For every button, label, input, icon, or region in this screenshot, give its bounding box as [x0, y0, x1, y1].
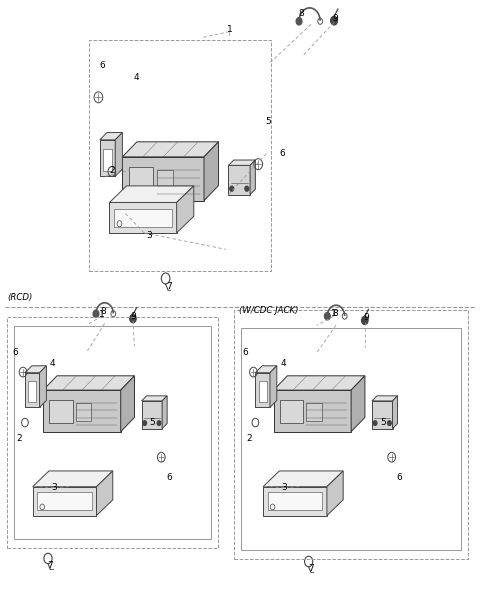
Bar: [156, 170, 173, 190]
Circle shape: [157, 421, 161, 426]
Polygon shape: [274, 376, 365, 390]
Polygon shape: [228, 165, 250, 195]
Polygon shape: [43, 390, 121, 432]
Polygon shape: [372, 401, 393, 429]
Polygon shape: [121, 376, 134, 432]
Text: 2: 2: [16, 435, 22, 443]
Polygon shape: [268, 492, 322, 510]
Bar: [280, 399, 303, 423]
Text: 6: 6: [166, 473, 172, 482]
Circle shape: [388, 421, 391, 426]
Polygon shape: [115, 133, 122, 176]
Text: 6: 6: [242, 348, 248, 357]
Polygon shape: [28, 381, 36, 402]
Text: 9: 9: [131, 312, 136, 320]
Polygon shape: [255, 373, 270, 407]
Text: 9: 9: [332, 14, 338, 22]
Polygon shape: [393, 396, 397, 429]
Text: 3: 3: [282, 483, 288, 492]
Text: 8: 8: [100, 307, 106, 316]
Polygon shape: [33, 471, 113, 486]
Bar: [76, 402, 91, 421]
Polygon shape: [177, 186, 194, 233]
Polygon shape: [103, 149, 112, 171]
Text: 2: 2: [247, 435, 252, 443]
Polygon shape: [162, 396, 167, 429]
Text: 1: 1: [227, 25, 232, 33]
Polygon shape: [255, 366, 277, 373]
Polygon shape: [100, 133, 122, 140]
Polygon shape: [250, 160, 255, 195]
Text: 7: 7: [48, 561, 53, 570]
Circle shape: [130, 314, 136, 323]
Bar: [306, 402, 322, 421]
Polygon shape: [109, 202, 177, 233]
Text: 4: 4: [134, 74, 140, 82]
Circle shape: [324, 313, 330, 320]
Polygon shape: [270, 366, 277, 407]
Polygon shape: [263, 471, 343, 486]
Polygon shape: [122, 142, 218, 157]
Text: 7: 7: [308, 564, 314, 573]
Text: 2: 2: [109, 166, 115, 174]
Text: 9: 9: [363, 314, 369, 322]
Polygon shape: [122, 157, 204, 201]
Bar: [49, 399, 72, 423]
Text: 5: 5: [265, 117, 271, 126]
Polygon shape: [25, 373, 39, 407]
Text: 3: 3: [146, 232, 152, 240]
Circle shape: [361, 316, 368, 325]
Text: 6: 6: [279, 149, 285, 157]
Polygon shape: [25, 366, 47, 373]
Polygon shape: [228, 160, 255, 165]
Text: 6: 6: [100, 61, 106, 70]
Circle shape: [331, 16, 337, 25]
Text: 4: 4: [280, 359, 286, 368]
Bar: [241, 328, 461, 550]
Polygon shape: [204, 142, 218, 201]
Text: 7: 7: [166, 283, 172, 291]
Polygon shape: [351, 376, 365, 432]
Circle shape: [230, 186, 234, 191]
Text: (RCD): (RCD): [7, 293, 33, 302]
Polygon shape: [96, 471, 113, 516]
Polygon shape: [274, 390, 351, 432]
Polygon shape: [142, 401, 162, 429]
Polygon shape: [142, 396, 167, 401]
Text: 8: 8: [332, 309, 338, 317]
Circle shape: [93, 310, 99, 317]
Bar: [129, 167, 154, 191]
Polygon shape: [43, 376, 134, 390]
Polygon shape: [115, 209, 172, 227]
Polygon shape: [100, 140, 115, 176]
Circle shape: [143, 421, 146, 426]
Text: 6: 6: [396, 473, 402, 482]
Text: 1: 1: [99, 311, 105, 319]
Text: 6: 6: [12, 348, 18, 357]
Polygon shape: [39, 366, 47, 407]
Text: 8: 8: [299, 9, 304, 18]
Polygon shape: [109, 186, 194, 202]
Text: 5: 5: [150, 418, 156, 427]
Circle shape: [373, 421, 377, 426]
Text: 5: 5: [380, 418, 386, 427]
Circle shape: [296, 18, 302, 25]
Circle shape: [245, 186, 249, 191]
Polygon shape: [327, 471, 343, 516]
Polygon shape: [263, 486, 327, 516]
Polygon shape: [37, 492, 92, 510]
Bar: [14, 326, 211, 539]
Polygon shape: [259, 381, 266, 402]
Polygon shape: [33, 486, 96, 516]
Text: 3: 3: [51, 483, 57, 492]
Polygon shape: [372, 396, 397, 401]
Text: (W/CDC JACK): (W/CDC JACK): [239, 306, 299, 315]
Text: 4: 4: [50, 359, 56, 368]
Text: 1: 1: [331, 309, 336, 317]
